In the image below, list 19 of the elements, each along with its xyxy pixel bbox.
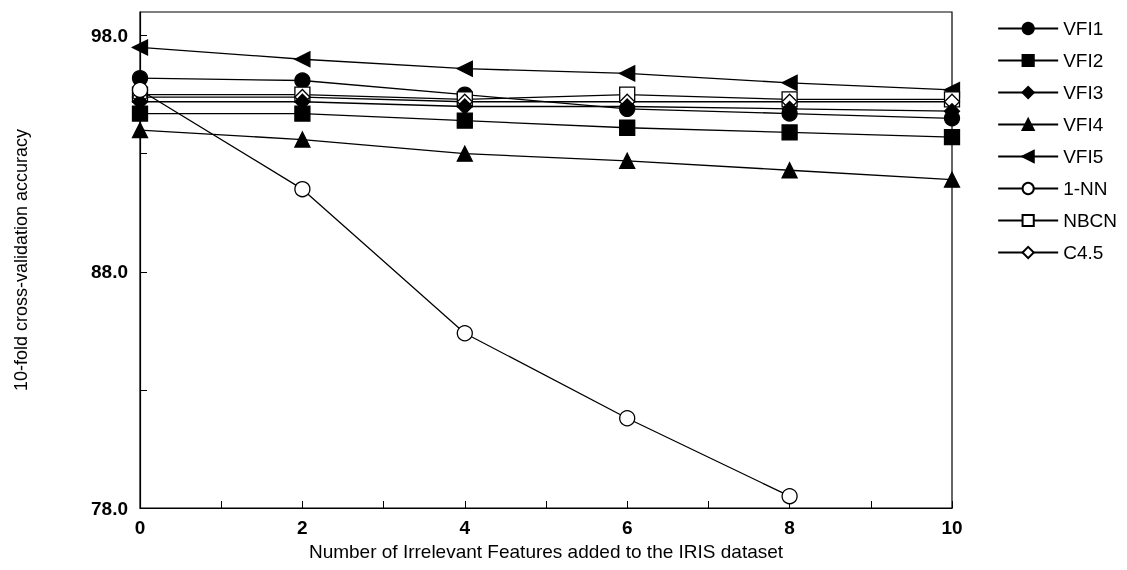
legend-label: VFI5 — [1063, 146, 1104, 167]
x-tick-label: 6 — [621, 517, 633, 538]
legend-label: VFI3 — [1063, 82, 1104, 103]
x-tick-label: 8 — [784, 517, 795, 538]
y-tick-label: 78.0 — [91, 497, 128, 519]
legend-label: NBCN — [1063, 210, 1118, 231]
legend-label: VFI1 — [1063, 18, 1104, 39]
x-tick-label: 10 — [941, 517, 963, 538]
legend-label: C4.5 — [1063, 242, 1104, 263]
legend-label: VFI2 — [1063, 50, 1104, 71]
legend-label: VFI4 — [1063, 114, 1104, 135]
x-axis-title: Number of Irrelevant Features added to the IRIS dataset — [308, 541, 784, 562]
y-axis-title: 10-fold cross-validation accuracy — [11, 128, 31, 392]
x-tick-label: 2 — [297, 517, 308, 538]
x-tick-label: 4 — [459, 517, 471, 538]
legend-label: 1-NN — [1063, 178, 1108, 199]
x-tick-label: 0 — [134, 517, 146, 538]
y-tick-label: 98.0 — [91, 25, 128, 47]
y-tick-label: 88.0 — [91, 261, 128, 283]
